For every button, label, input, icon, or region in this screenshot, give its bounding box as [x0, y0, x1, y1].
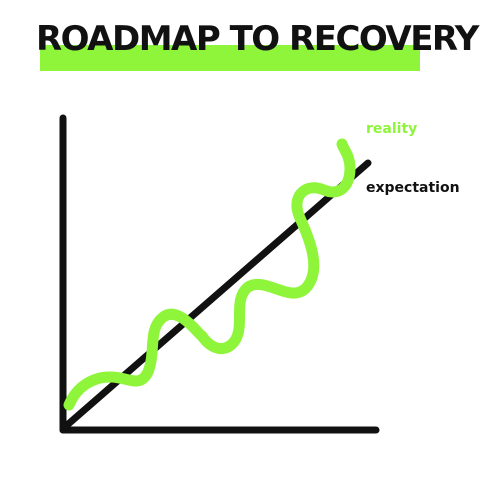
expectation-label: expectation — [366, 180, 460, 196]
reality-line — [63, 138, 356, 411]
expectation-line — [62, 159, 372, 430]
page-title: ROADMAP TO RECOVERY — [36, 19, 479, 59]
title-highlight — [40, 45, 420, 71]
reality-label: reality — [366, 121, 418, 137]
